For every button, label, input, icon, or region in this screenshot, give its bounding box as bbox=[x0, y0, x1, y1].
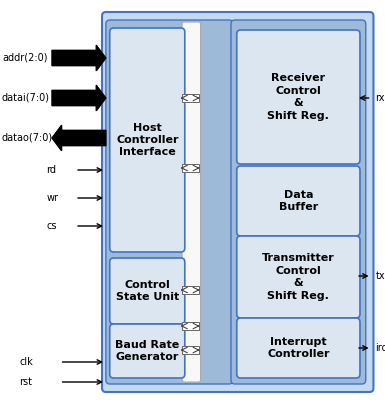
Text: cs: cs bbox=[46, 221, 57, 231]
FancyBboxPatch shape bbox=[182, 22, 201, 382]
FancyBboxPatch shape bbox=[237, 236, 360, 318]
Text: rxd: rxd bbox=[375, 93, 385, 103]
Text: clk: clk bbox=[19, 357, 33, 367]
Text: datao(7:0): datao(7:0) bbox=[2, 133, 53, 143]
Text: addr(2:0): addr(2:0) bbox=[2, 53, 47, 63]
FancyBboxPatch shape bbox=[102, 12, 373, 392]
Text: Transmitter
Control
&
Shift Reg.: Transmitter Control & Shift Reg. bbox=[262, 254, 335, 301]
Bar bbox=[182, 346, 199, 354]
Text: irq: irq bbox=[375, 343, 385, 353]
Text: Data
Buffer: Data Buffer bbox=[279, 190, 318, 212]
FancyBboxPatch shape bbox=[237, 166, 360, 236]
Text: rst: rst bbox=[19, 377, 32, 387]
Text: Control
State Unit: Control State Unit bbox=[116, 280, 179, 302]
Bar bbox=[182, 94, 199, 102]
Bar bbox=[182, 164, 199, 172]
Text: Host
Controller
Interface: Host Controller Interface bbox=[116, 122, 179, 157]
FancyBboxPatch shape bbox=[110, 324, 185, 378]
Bar bbox=[182, 286, 199, 294]
Text: Interrupt
Controller: Interrupt Controller bbox=[267, 337, 330, 359]
Text: rd: rd bbox=[46, 165, 56, 175]
Bar bbox=[182, 322, 199, 330]
FancyBboxPatch shape bbox=[106, 20, 233, 384]
Text: Baud Rate
Generator: Baud Rate Generator bbox=[115, 340, 179, 362]
FancyBboxPatch shape bbox=[110, 258, 185, 324]
FancyBboxPatch shape bbox=[237, 318, 360, 378]
Text: txd: txd bbox=[375, 271, 385, 281]
Text: wr: wr bbox=[46, 193, 58, 203]
FancyArrow shape bbox=[52, 125, 106, 151]
FancyArrow shape bbox=[52, 45, 106, 71]
FancyBboxPatch shape bbox=[231, 20, 366, 384]
FancyArrow shape bbox=[52, 85, 106, 111]
FancyBboxPatch shape bbox=[110, 28, 185, 252]
Text: datai(7:0): datai(7:0) bbox=[2, 93, 50, 103]
FancyBboxPatch shape bbox=[237, 30, 360, 164]
Text: Receiver
Control
&
Shift Reg.: Receiver Control & Shift Reg. bbox=[268, 73, 329, 121]
